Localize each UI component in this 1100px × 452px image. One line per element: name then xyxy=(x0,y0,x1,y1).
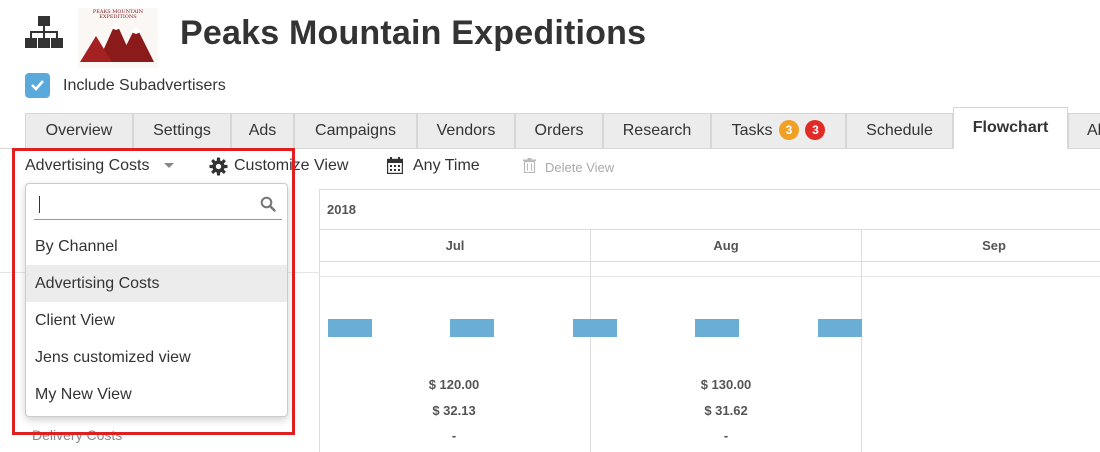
flight-bar[interactable] xyxy=(573,319,617,337)
tab-label: Orders xyxy=(534,122,584,139)
month-label-jul: Jul xyxy=(445,238,465,253)
tab-campaigns[interactable]: Campaigns xyxy=(294,113,417,148)
tab-all[interactable]: Al xyxy=(1068,113,1100,148)
tab-vendors[interactable]: Vendors xyxy=(417,113,515,148)
org-hierarchy-icon[interactable] xyxy=(25,16,63,52)
year-label: 2018 xyxy=(327,202,356,217)
cost-value: - xyxy=(723,428,729,443)
logo-text: PEAKS MOUNTAIN EXPEDITIONS xyxy=(92,9,144,20)
tab-overview[interactable]: Overview xyxy=(25,113,133,148)
dropdown-option-by-channel[interactable]: By Channel xyxy=(35,238,118,255)
flowchart-grid xyxy=(0,189,1100,452)
dropdown-option-jens-customized-view[interactable]: Jens customized view xyxy=(35,349,191,366)
delete-view-button: Delete View xyxy=(545,160,615,175)
gear-icon xyxy=(209,157,228,176)
tab-label: Al xyxy=(1087,122,1100,139)
trash-icon xyxy=(523,158,536,173)
tab-ads[interactable]: Ads xyxy=(231,113,294,148)
customize-view-button[interactable]: Customize View xyxy=(234,157,349,174)
tab-settings[interactable]: Settings xyxy=(133,113,231,148)
flight-bar[interactable] xyxy=(695,319,739,337)
chevron-down-icon[interactable] xyxy=(164,163,174,168)
tab-label: Schedule xyxy=(866,122,933,139)
toolbar xyxy=(0,149,1100,189)
cost-value: $ 120.00 xyxy=(428,377,480,392)
tab-label: Research xyxy=(622,122,692,139)
tasks-badge-pending: 3 xyxy=(778,120,799,140)
search-icon xyxy=(260,196,276,212)
tab-research[interactable]: Research xyxy=(603,113,711,148)
checkmark-icon xyxy=(31,80,44,91)
include-subadvertisers-label: Include Subadvertisers xyxy=(63,77,226,94)
tasks-badge-overdue: 3 xyxy=(805,120,826,140)
company-logo: PEAKS MOUNTAIN EXPEDITIONS xyxy=(78,8,158,68)
tab-orders[interactable]: Orders xyxy=(515,113,603,148)
divider xyxy=(590,229,591,452)
flight-bar[interactable] xyxy=(450,319,494,337)
view-search-input[interactable] xyxy=(34,190,282,220)
dropdown-option-my-new-view[interactable]: My New View xyxy=(35,386,132,403)
time-range-button[interactable]: Any Time xyxy=(413,157,480,174)
cost-value: $ 130.00 xyxy=(700,377,752,392)
dropdown-option-client-view[interactable]: Client View xyxy=(35,312,115,329)
view-dropdown-menu: By Channel Advertising Costs Client View… xyxy=(25,183,288,417)
row-label-delivery-costs: Delivery Costs xyxy=(32,427,123,443)
divider xyxy=(861,229,862,452)
tab-label: Ads xyxy=(248,122,277,139)
tab-label: Settings xyxy=(153,122,211,139)
text-cursor xyxy=(39,196,40,213)
tab-label: Flowchart xyxy=(972,119,1049,136)
flight-bar[interactable] xyxy=(818,319,862,337)
tab-label: Vendors xyxy=(436,122,496,139)
tab-schedule[interactable]: Schedule xyxy=(846,113,953,148)
page-title: Peaks Mountain Expeditions xyxy=(180,14,647,52)
tab-label: Tasks xyxy=(731,122,773,139)
flight-bar[interactable] xyxy=(328,319,372,337)
view-select[interactable]: Advertising Costs xyxy=(25,157,150,174)
month-label-aug: Aug xyxy=(713,238,739,253)
tab-label: Overview xyxy=(45,122,113,139)
dropdown-option-advertising-costs[interactable]: Advertising Costs xyxy=(26,265,287,302)
cost-value: $ 31.62 xyxy=(704,403,748,418)
cost-value: $ 32.13 xyxy=(432,403,476,418)
include-subadvertisers-checkbox[interactable] xyxy=(25,73,50,98)
month-header-row xyxy=(320,229,1100,262)
calendar-icon xyxy=(387,157,403,174)
week-header-row xyxy=(320,262,1100,277)
tab-flowchart[interactable]: Flowchart xyxy=(953,107,1068,149)
month-label-sep: Sep xyxy=(982,238,1006,253)
tab-label: Campaigns xyxy=(315,122,396,139)
tab-tasks[interactable]: Tasks 3 3 xyxy=(711,113,846,148)
tab-bar xyxy=(0,107,1100,149)
cost-value: - xyxy=(451,428,457,443)
